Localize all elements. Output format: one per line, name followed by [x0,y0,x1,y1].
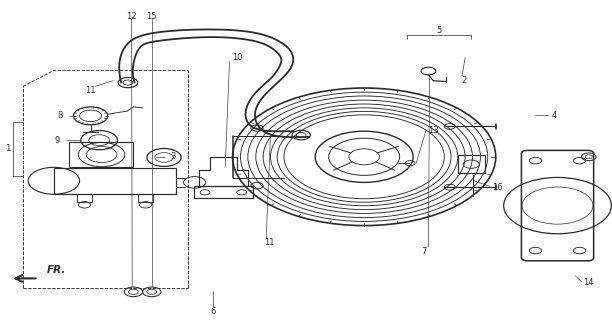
Bar [138,194,153,202]
Text: 1: 1 [5,144,10,153]
Text: 16: 16 [491,183,502,192]
Bar [69,142,133,167]
Text: 14: 14 [583,278,594,287]
Text: 6: 6 [211,307,215,316]
Text: 4: 4 [551,111,556,120]
Text: 8: 8 [58,111,62,120]
Text: 2: 2 [461,76,466,85]
Text: 11: 11 [85,86,96,95]
Text: 5: 5 [437,26,442,35]
Text: 11: 11 [264,238,275,247]
Text: 12: 12 [126,12,137,21]
Text: 13: 13 [428,126,439,135]
Text: 3: 3 [171,152,176,161]
Bar [77,194,92,202]
Text: 10: 10 [232,53,243,62]
Text: 15: 15 [146,12,157,21]
Text: FR.: FR. [47,265,67,275]
Text: 7: 7 [422,247,427,256]
Text: 9: 9 [55,136,60,145]
Bar [458,155,485,173]
Bar [54,168,176,194]
